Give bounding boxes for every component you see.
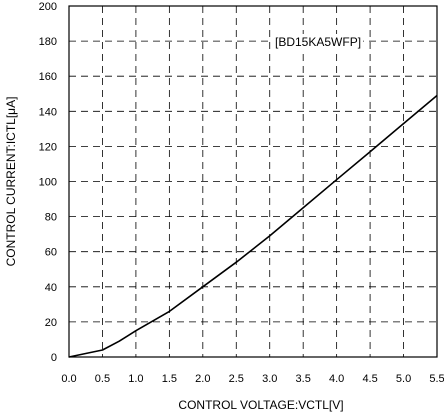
x-tick-label: 4.5 bbox=[362, 373, 377, 385]
y-tick-label: 0 bbox=[51, 352, 57, 364]
series-line bbox=[68, 94, 438, 358]
y-tick-label: 200 bbox=[39, 1, 57, 13]
y-tick-label: 140 bbox=[39, 106, 57, 118]
x-tick-label: 1.0 bbox=[128, 373, 143, 385]
y-tick-label: 40 bbox=[45, 282, 57, 294]
y-tick-label: 60 bbox=[45, 247, 57, 259]
y-tick-label: 100 bbox=[39, 177, 57, 189]
x-tick-label: 2.0 bbox=[195, 373, 210, 385]
x-tick-label: 3.5 bbox=[296, 373, 311, 385]
y-tick-label: 160 bbox=[39, 71, 57, 83]
x-tick-label: 0.5 bbox=[95, 373, 110, 385]
grid bbox=[69, 6, 437, 357]
x-tick-label: 4.0 bbox=[329, 373, 344, 385]
x-tick-label: 3.0 bbox=[262, 373, 277, 385]
y-tick-labels: 0 20 40 60 80 100 120 140 160 180 200 bbox=[39, 1, 57, 364]
y-tick-label: 20 bbox=[45, 317, 57, 329]
series-group bbox=[68, 94, 438, 358]
x-tick-label: 1.5 bbox=[162, 373, 177, 385]
x-tick-labels: 0.0 0.5 1.0 1.5 2.0 2.5 3.0 3.5 4.0 4.5 5.0 5.5 bbox=[61, 373, 444, 385]
y-tick-label: 80 bbox=[45, 212, 57, 224]
x-axis-label: CONTROL VOLTAGE:VCTL[V] bbox=[178, 398, 343, 412]
plot-frame bbox=[68, 5, 438, 358]
y-tick-label: 180 bbox=[39, 36, 57, 48]
annotation-background bbox=[273, 34, 364, 50]
y-tick-label: 120 bbox=[39, 141, 57, 153]
x-tick-label: 5.0 bbox=[396, 373, 411, 385]
x-tick-label: 0.0 bbox=[61, 373, 76, 385]
x-tick-label: 2.5 bbox=[229, 373, 244, 385]
chart-annotation: [BD15KA5WFP] bbox=[275, 35, 361, 49]
x-tick-label: 5.5 bbox=[429, 373, 444, 385]
y-axis-label: CONTROL CURRENT:ICTL[μA] bbox=[4, 97, 18, 267]
